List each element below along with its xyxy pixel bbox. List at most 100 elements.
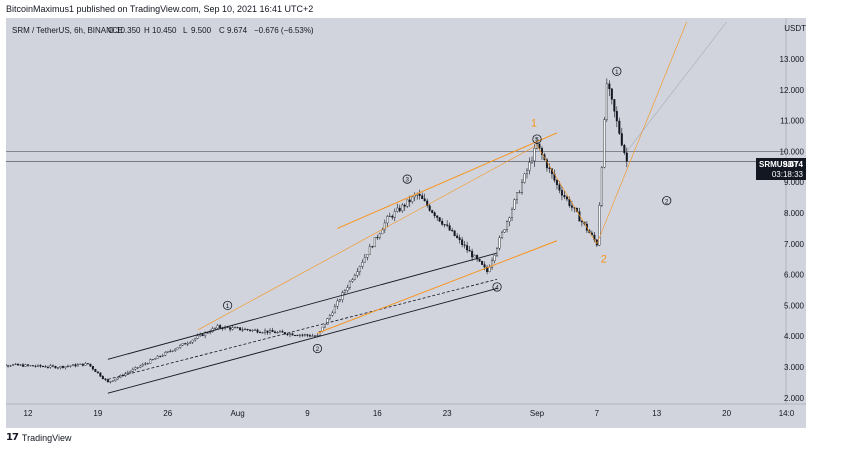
- candle-body: [136, 367, 139, 369]
- grey-projection-line: [626, 21, 727, 152]
- y-axis-unit: USDT: [784, 24, 806, 33]
- legend-low: 9.500: [191, 26, 212, 35]
- candle-body: [239, 327, 242, 331]
- candle-body: [271, 330, 274, 333]
- candle-body: [144, 363, 147, 365]
- candle-body: [356, 271, 359, 276]
- wave-label-circle: [312, 343, 323, 354]
- candle-body: [9, 365, 12, 367]
- y-tick-label: 10.000: [780, 147, 805, 156]
- candle-body: [201, 334, 204, 337]
- candle-body: [17, 363, 20, 366]
- candle-body: [231, 327, 234, 330]
- footer-bar: 17 TradingView: [0, 428, 850, 449]
- last-price-tag-bg: [756, 158, 806, 180]
- x-tick-label: 12: [24, 409, 33, 418]
- candle-body: [298, 334, 301, 336]
- candle-body: [111, 380, 114, 382]
- candle-body: [376, 237, 379, 239]
- candle-body: [74, 364, 77, 367]
- candle-body: [545, 159, 548, 169]
- candle-body: [625, 152, 628, 162]
- x-tick-label: 26: [163, 409, 172, 418]
- candle-body: [276, 331, 279, 334]
- candle-body: [458, 237, 461, 240]
- tradingview-logo[interactable]: 17 TradingView: [6, 432, 71, 443]
- candle-body: [29, 365, 32, 367]
- candle-body: [598, 205, 601, 246]
- candle-body: [244, 328, 247, 330]
- wave-label-circle: [662, 196, 672, 206]
- candle-body: [94, 368, 97, 372]
- candle-body: [513, 199, 516, 210]
- orange-projection-line: [596, 21, 687, 244]
- last-price-countdown: 03:18:33: [772, 170, 804, 179]
- candle-body: [428, 205, 431, 211]
- candle-body: [503, 229, 506, 233]
- candle-body: [486, 266, 489, 272]
- candle-body: [246, 328, 249, 331]
- candle-body: [316, 335, 319, 337]
- trendlines[interactable]: [107, 21, 727, 394]
- candle-body: [36, 364, 39, 367]
- candle-body: [156, 355, 159, 359]
- candle-body: [511, 209, 514, 218]
- candle-body: [54, 366, 57, 369]
- candle-body: [236, 327, 239, 329]
- candle-body: [610, 88, 613, 100]
- candle-body: [496, 248, 499, 256]
- candle-body: [281, 331, 284, 333]
- orange-wave-label: 2: [601, 253, 607, 265]
- candle-body: [84, 363, 87, 366]
- candle-body: [605, 83, 608, 120]
- candle-body: [318, 331, 321, 336]
- candle-body: [49, 365, 52, 368]
- candle-body: [303, 334, 306, 336]
- y-axis[interactable]: 2.000 3.000 4.000 5.000 6.000 7.000 8.000 9.000…: [780, 55, 805, 403]
- candle-body: [249, 329, 252, 331]
- candle-body: [308, 335, 311, 337]
- candle-body: [540, 148, 543, 155]
- candle-body: [254, 329, 257, 331]
- x-axis[interactable]: 12 19 26 Aug 9 16 23 Sep 7 13 20 14:0: [24, 409, 795, 418]
- candle-body: [363, 257, 366, 263]
- candle-body: [348, 281, 351, 288]
- candle-body: [131, 368, 134, 372]
- candle-body: [608, 83, 611, 90]
- candle-body: [488, 266, 491, 272]
- candle-body: [206, 332, 209, 334]
- x-tick-label: 23: [443, 409, 452, 418]
- candle-body: [313, 335, 316, 337]
- candle-body: [106, 379, 109, 383]
- candles: [6, 78, 628, 384]
- candle-body: [14, 363, 17, 365]
- candle-body: [473, 255, 476, 258]
- candle-body: [433, 212, 436, 217]
- candle-body: [326, 318, 329, 325]
- x-tick-label: 19: [93, 409, 102, 418]
- candle-body: [328, 315, 331, 319]
- orange-thin-line: [197, 144, 538, 331]
- wave-label: 3: [405, 177, 409, 184]
- candle-body: [174, 348, 177, 352]
- candle-body: [171, 350, 174, 352]
- candle-body: [19, 364, 22, 366]
- candle-body: [69, 365, 72, 367]
- last-price-value: 9.674: [783, 160, 804, 169]
- candle-body: [403, 204, 406, 207]
- x-tick-label: 14:0: [779, 409, 795, 418]
- candle-body: [443, 224, 446, 226]
- candle-body: [393, 211, 396, 218]
- candle-body: [491, 260, 494, 268]
- publisher-bar: BitcoinMaximus1 published on TradingView…: [0, 0, 850, 18]
- candle-body: [234, 327, 237, 329]
- candle-body: [149, 359, 152, 364]
- candle-body: [124, 373, 127, 376]
- candle-body: [291, 333, 294, 336]
- candle-body: [256, 329, 259, 333]
- candle-body: [164, 352, 167, 356]
- orange-upper-line: [337, 132, 558, 229]
- candle-body: [12, 364, 15, 366]
